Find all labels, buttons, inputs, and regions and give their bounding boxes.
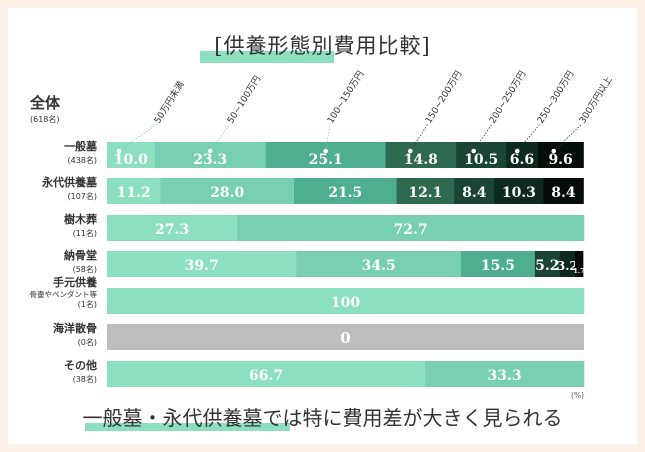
row-label: 一般墓 (64, 139, 98, 153)
row-count: (1名) (78, 299, 97, 309)
legend-leader-line (209, 123, 231, 152)
bar-value-label: 66.7 (249, 368, 283, 384)
row-label: 手元供養 (53, 275, 97, 289)
row-label: 納骨堂 (64, 248, 97, 262)
bar-value-label: 10.3 (502, 185, 536, 201)
row-count: (0名) (78, 337, 97, 347)
bar-segment (107, 288, 585, 314)
legend-label: 50~100万円 (225, 74, 263, 126)
bar-segment (107, 178, 161, 204)
legend-dot (551, 148, 557, 154)
bar-segment (107, 251, 297, 277)
bar-value-label: 100 (331, 295, 360, 311)
bar-segment (537, 142, 584, 168)
row-count: (107名) (67, 191, 97, 201)
row-count: (11名) (73, 228, 97, 238)
bar-segment (506, 142, 539, 168)
bar-value-label: 14.8 (404, 152, 438, 168)
legend-dot (407, 148, 413, 154)
bar-value-label: 8.4 (551, 185, 576, 201)
overall-label: 全体 (618名) (30, 92, 60, 125)
legend-leader-line (409, 123, 429, 152)
bar-value-label: 21.5 (328, 185, 362, 201)
row-label: 永代供養墓 (41, 175, 98, 189)
bar-segment (454, 178, 495, 204)
bar-value-label: 11.2 (117, 185, 151, 201)
bar-segment (293, 178, 397, 204)
bar-value-label: 3.2 (557, 259, 578, 273)
bar-value-label: 23.3 (193, 152, 227, 168)
subtitle-highlight (85, 423, 290, 431)
bar-value-label: 25.1 (309, 152, 343, 168)
bar-value-label: 28.0 (210, 185, 244, 201)
legend-label: 100~150万円 (325, 69, 366, 126)
bar-segment (534, 251, 560, 277)
bar-value-label: 72.7 (394, 222, 428, 238)
unit-label: (%) (571, 391, 584, 400)
legend-label: 300万円以上 (577, 75, 615, 126)
bar-value-label: 39.7 (185, 258, 219, 274)
bar-segment (543, 178, 584, 204)
row-label: 海洋散骨 (53, 321, 97, 335)
row-label: 樹木葬 (64, 212, 97, 226)
bar-segment (396, 178, 455, 204)
bar-value-label: 34.5 (362, 258, 396, 274)
legend-dot (471, 148, 476, 154)
legend-dot (323, 148, 329, 154)
legend-dot (207, 148, 213, 154)
bar-segment (574, 251, 584, 277)
bar-segment (460, 251, 536, 277)
bar-value-label: 33.3 (488, 368, 522, 384)
bar-value-label: 10.5 (464, 152, 498, 168)
legend-label: 50万円未満 (151, 79, 186, 126)
legend-leader-line (553, 123, 583, 152)
overall-title: 全体 (30, 94, 61, 112)
legend-leader-line (473, 123, 493, 152)
bar-segment (107, 215, 238, 241)
bar-segment (494, 178, 544, 204)
chart-subtitle: 一般墓・永代供養墓では特に費用差が大きく見られる (82, 406, 563, 430)
legend-label: 250~300万円 (535, 69, 576, 126)
bar-value-label: 12.1 (408, 185, 442, 201)
bar-segment (456, 142, 507, 168)
row-count: (38名) (73, 374, 97, 384)
bar-segment (107, 142, 155, 168)
title-highlight (200, 51, 334, 63)
row-label: その他 (64, 358, 97, 372)
bar-value-label: 1.7 (573, 267, 584, 275)
bar-segment (160, 178, 295, 204)
legend-label: 150~200万円 (423, 69, 464, 126)
bar-segment (385, 142, 457, 168)
bar-segment (296, 251, 462, 277)
legend-dot (116, 148, 122, 154)
row-note: 骨壷やペンダント等 (30, 289, 98, 299)
bar-value-label: 5.2 (535, 258, 559, 274)
row-count: (58名) (73, 264, 97, 274)
bar-segment (265, 142, 386, 168)
bar-value-label: 8.4 (462, 185, 487, 201)
bar-value-label: 0 (340, 329, 350, 347)
bar-segment-empty (107, 324, 584, 350)
legend-label: 200~250万円 (487, 69, 528, 126)
bar-segment (559, 251, 576, 277)
bar-value-label: 10.0 (114, 152, 148, 168)
overall-count: (618名) (30, 115, 60, 124)
bar-value-label: 9.6 (548, 152, 572, 168)
chart-title: [供養形態別費用比較] (214, 34, 431, 58)
bar-segment (237, 215, 585, 241)
bar-segment (425, 361, 585, 387)
legend-dot (514, 148, 520, 154)
bar-value-label: 27.3 (155, 222, 189, 238)
bar-segment (107, 361, 426, 387)
row-count: (438名) (67, 155, 97, 165)
bar-value-label: 15.5 (481, 258, 515, 274)
bar-value-label: 6.6 (510, 152, 534, 168)
bar-segment (154, 142, 267, 168)
